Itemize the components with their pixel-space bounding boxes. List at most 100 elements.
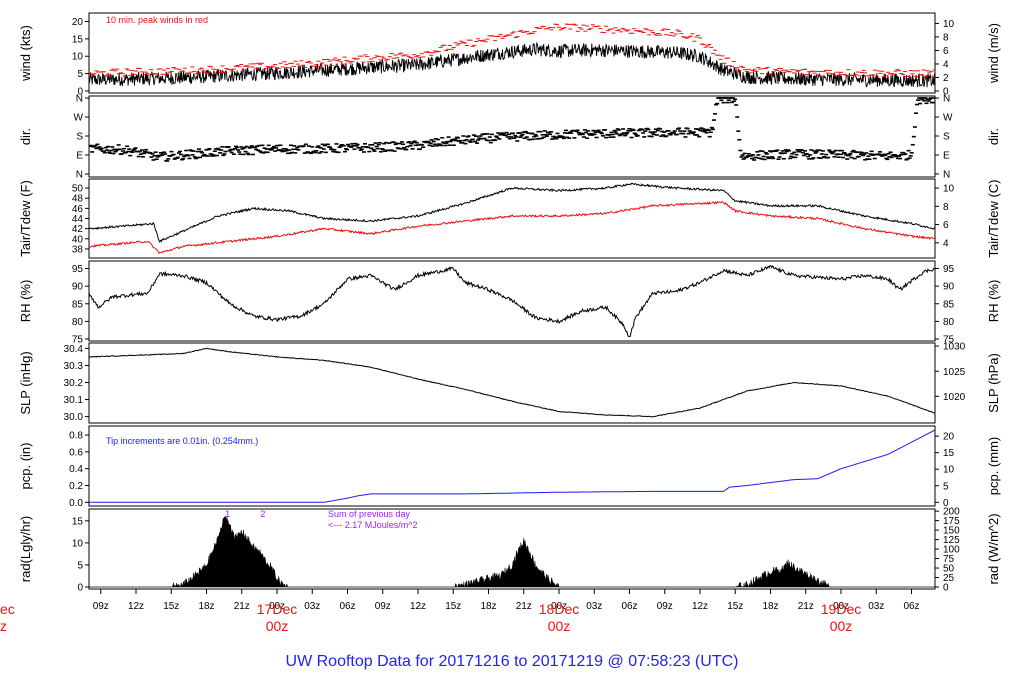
y-axis-label-left: Tair/Tdew (F) — [18, 180, 33, 257]
y-tick-label-left: 30.3 — [64, 361, 84, 372]
y-tick-label-left: 75 — [72, 335, 84, 346]
x-tick-label: 03z — [586, 601, 602, 612]
x-tick-label: 18z — [198, 601, 214, 612]
y-tick-label-right: 50 — [943, 564, 955, 575]
x-tick-label: 21z — [234, 601, 250, 612]
y-tick-label-left: 38 — [72, 244, 84, 255]
y-tick-label-right: 20 — [943, 432, 955, 443]
y-tick-label-right: 10 — [943, 19, 955, 30]
y-axis-label-right: rad (W/m^2) — [986, 513, 1001, 584]
y-tick-label-right: 10 — [943, 184, 955, 195]
y-tick-label-right: 75 — [943, 335, 955, 346]
y-tick-label-right: 175 — [943, 516, 960, 527]
y-tick-label-left: N — [76, 170, 83, 181]
panel-frame-wind — [88, 12, 936, 94]
y-tick-label-right: 15 — [943, 448, 955, 459]
y-tick-label-right: N — [943, 170, 950, 181]
x-tick-label: 18z — [480, 601, 496, 612]
y-tick-label-right: S — [943, 132, 950, 143]
y-tick-label-right: 8 — [943, 32, 949, 43]
day-hour-label: 00z — [548, 618, 571, 634]
y-tick-label-left: 10 — [72, 52, 84, 63]
y-tick-label-left: 15 — [72, 516, 84, 527]
y-tick-label-left: 0.2 — [69, 481, 83, 492]
x-tick-label: 09z — [657, 601, 673, 612]
y-tick-label-left: W — [74, 113, 84, 124]
y-tick-label-right: 5 — [943, 481, 949, 492]
panel-annotation-pcp: Tip increments are 0.01in. (0.254mm.) — [106, 436, 258, 446]
x-tick-label: 21z — [516, 601, 532, 612]
day-hour-label: 00z — [830, 618, 853, 634]
series-line-rh — [89, 265, 935, 338]
y-tick-label-left: 0.8 — [69, 431, 83, 442]
y-axis-label-right: SLP (hPa) — [986, 353, 1001, 413]
y-tick-label-right: E — [943, 151, 950, 162]
y-axis-label-right: RH (%) — [986, 280, 1001, 323]
series-line-tair — [89, 182, 935, 243]
y-tick-label-left: 0 — [77, 583, 83, 594]
y-tick-label-right: N — [943, 94, 950, 105]
y-tick-label-left: 90 — [72, 282, 84, 293]
y-tick-label-right: 90 — [943, 282, 955, 293]
day-hour-label: 00z — [266, 618, 289, 634]
y-tick-label-left: 48 — [72, 194, 84, 205]
y-tick-label-right: 1030 — [943, 342, 966, 353]
y-tick-label-left: 15 — [72, 34, 84, 45]
y-tick-label-left: E — [76, 151, 83, 162]
x-axis: 09z 12z 15z 18z 21z 00z 03z 06z 09z 12z 15z 18z 21z 0… — [0, 589, 920, 634]
x-tick-label: 03z — [868, 601, 884, 612]
y-tick-label-right: W — [943, 113, 953, 124]
series-group-pcp — [89, 429, 935, 503]
y-tick-label-left: 0.0 — [69, 498, 83, 509]
radiation-annotation-line: Sum of previous day — [328, 509, 411, 519]
x-tick-label: 12z — [128, 601, 144, 612]
y-tick-label-right: 6 — [943, 46, 949, 57]
y-tick-label-left: 42 — [72, 224, 84, 235]
series-group-slp — [89, 347, 935, 418]
x-tick-label: 06z — [339, 601, 355, 612]
x-tick-label: 00z — [833, 601, 849, 612]
y-axis-label-left: wind (kts) — [18, 25, 33, 82]
y-axis-label-left: pcp. (in) — [18, 443, 33, 490]
series-line-slp — [89, 347, 935, 418]
day-label: 18Dec — [539, 601, 579, 617]
day-marker-label: 1 — [225, 509, 230, 519]
series-group-dir — [89, 97, 935, 162]
y-tick-label-right: 4 — [943, 59, 949, 70]
y-axis-label-right: Tair/Tdew (C) — [986, 179, 1001, 257]
panel-wind: 0 5 10 15 20 0 2 4 6 8 10 wind (kts) wind (m/s) 10 mi… — [18, 12, 1001, 98]
y-tick-label-left: 95 — [72, 264, 84, 275]
y-tick-label-left: 5 — [77, 560, 83, 571]
y-axis-label-right: pcp. (mm) — [986, 437, 1001, 496]
day-label: 19Dec — [821, 601, 861, 617]
y-tick-label-left: 40 — [72, 234, 84, 245]
y-tick-label-left: 80 — [72, 317, 84, 328]
day-label-fragment: ec — [0, 601, 15, 617]
y-tick-label-left: 46 — [72, 204, 84, 215]
y-tick-label-left: 0.6 — [69, 447, 83, 458]
y-tick-label-left: 10 — [72, 538, 84, 549]
y-tick-label-left: S — [76, 132, 83, 143]
x-tick-label: 00z — [551, 601, 567, 612]
y-tick-label-right: 95 — [943, 264, 955, 275]
y-axis-label-left: dir. — [18, 128, 33, 145]
y-tick-label-left: 44 — [72, 214, 84, 225]
panel-frame-rh — [88, 260, 936, 342]
series-line-cumulative-precipitation — [89, 429, 935, 503]
series-group-temp — [89, 182, 935, 255]
y-axis-label-left: SLP (inHg) — [18, 351, 33, 414]
y-tick-label-right: 10 — [943, 465, 955, 476]
y-tick-label-right: 8 — [943, 202, 949, 213]
y-axis-label-left: rad(Lgly/hr) — [18, 516, 33, 582]
panel-rad: 0510150255075100125150175200rad(Lgly/hr)… — [18, 507, 1001, 594]
y-tick-label-left: 0 — [77, 87, 83, 98]
series-line-tdew — [89, 200, 935, 255]
x-tick-label: 15z — [727, 601, 743, 612]
y-tick-label-right: 200 — [943, 507, 960, 518]
panel-annotation-wind: 10 min. peak winds in red — [106, 15, 208, 25]
y-tick-label-right: 80 — [943, 317, 955, 328]
y-tick-label-left: 0.4 — [69, 464, 83, 475]
y-tick-label-left: 5 — [77, 69, 83, 80]
